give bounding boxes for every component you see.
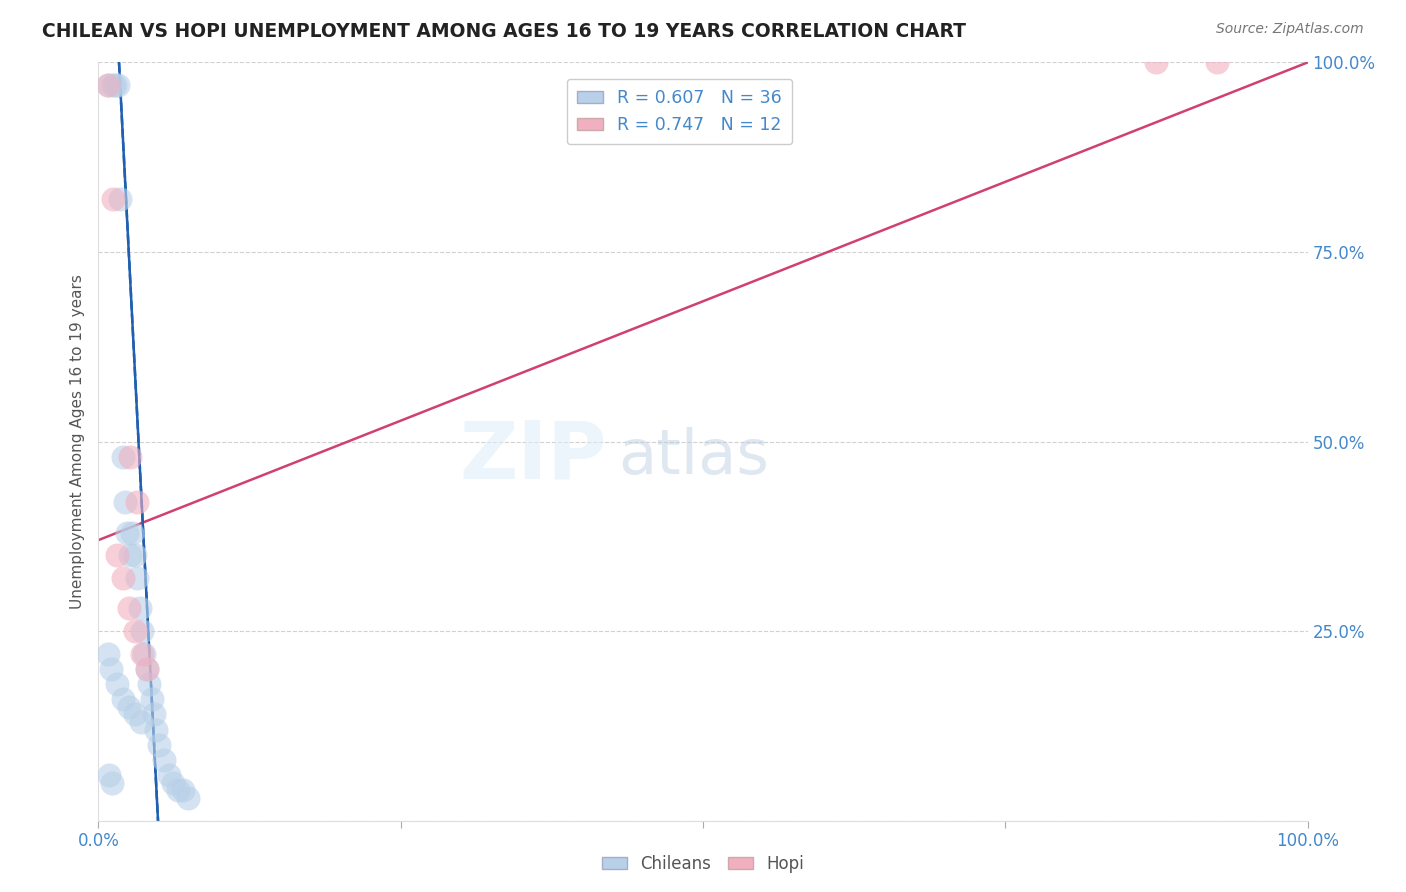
Point [172,783,194,797]
Legend: R = 0.607   N = 36, R = 0.747   N = 12: R = 0.607 N = 36, R = 0.747 N = 12 [567,78,792,145]
Point [118,699,141,714]
Point [148,738,170,752]
Point [127,495,149,509]
Point [98,768,121,782]
Point [127,571,149,585]
Point [1206,55,1229,70]
Point [114,495,136,509]
Point [97,78,120,92]
Point [131,624,153,639]
Point [118,450,141,464]
Point [97,78,120,92]
Point [108,192,131,206]
Point [124,707,146,722]
Point [135,662,157,676]
Point [105,677,128,691]
Y-axis label: Unemployment Among Ages 16 to 19 years: Unemployment Among Ages 16 to 19 years [69,274,84,609]
Point [152,753,174,767]
Point [100,662,122,676]
Point [134,647,156,661]
Text: CHILEAN VS HOPI UNEMPLOYMENT AMONG AGES 16 TO 19 YEARS CORRELATION CHART: CHILEAN VS HOPI UNEMPLOYMENT AMONG AGES … [42,22,966,41]
Point [167,783,190,797]
Point [118,601,141,615]
Point [97,647,120,661]
Point [117,525,139,540]
Point [129,715,152,730]
Point [135,662,157,676]
Point [177,791,200,805]
Point [118,548,141,563]
Point [107,78,129,92]
Point [143,707,166,722]
Point [162,776,184,790]
Point [100,776,122,790]
Point [138,677,160,691]
Point [131,647,153,661]
Point [128,601,150,615]
Point [104,78,127,92]
Text: ZIP: ZIP [458,417,606,496]
Point [101,192,124,206]
Point [145,723,167,737]
Legend: Chileans, Hopi: Chileans, Hopi [595,848,811,880]
Point [111,450,134,464]
Point [111,571,134,585]
Point [111,692,134,706]
Point [157,768,180,782]
Point [141,692,163,706]
Point [124,624,146,639]
Point [121,525,143,540]
Point [105,548,128,563]
Text: atlas: atlas [619,426,769,487]
Text: Source: ZipAtlas.com: Source: ZipAtlas.com [1216,22,1364,37]
Point [101,78,124,92]
Point [124,548,146,563]
Point [1146,55,1168,70]
